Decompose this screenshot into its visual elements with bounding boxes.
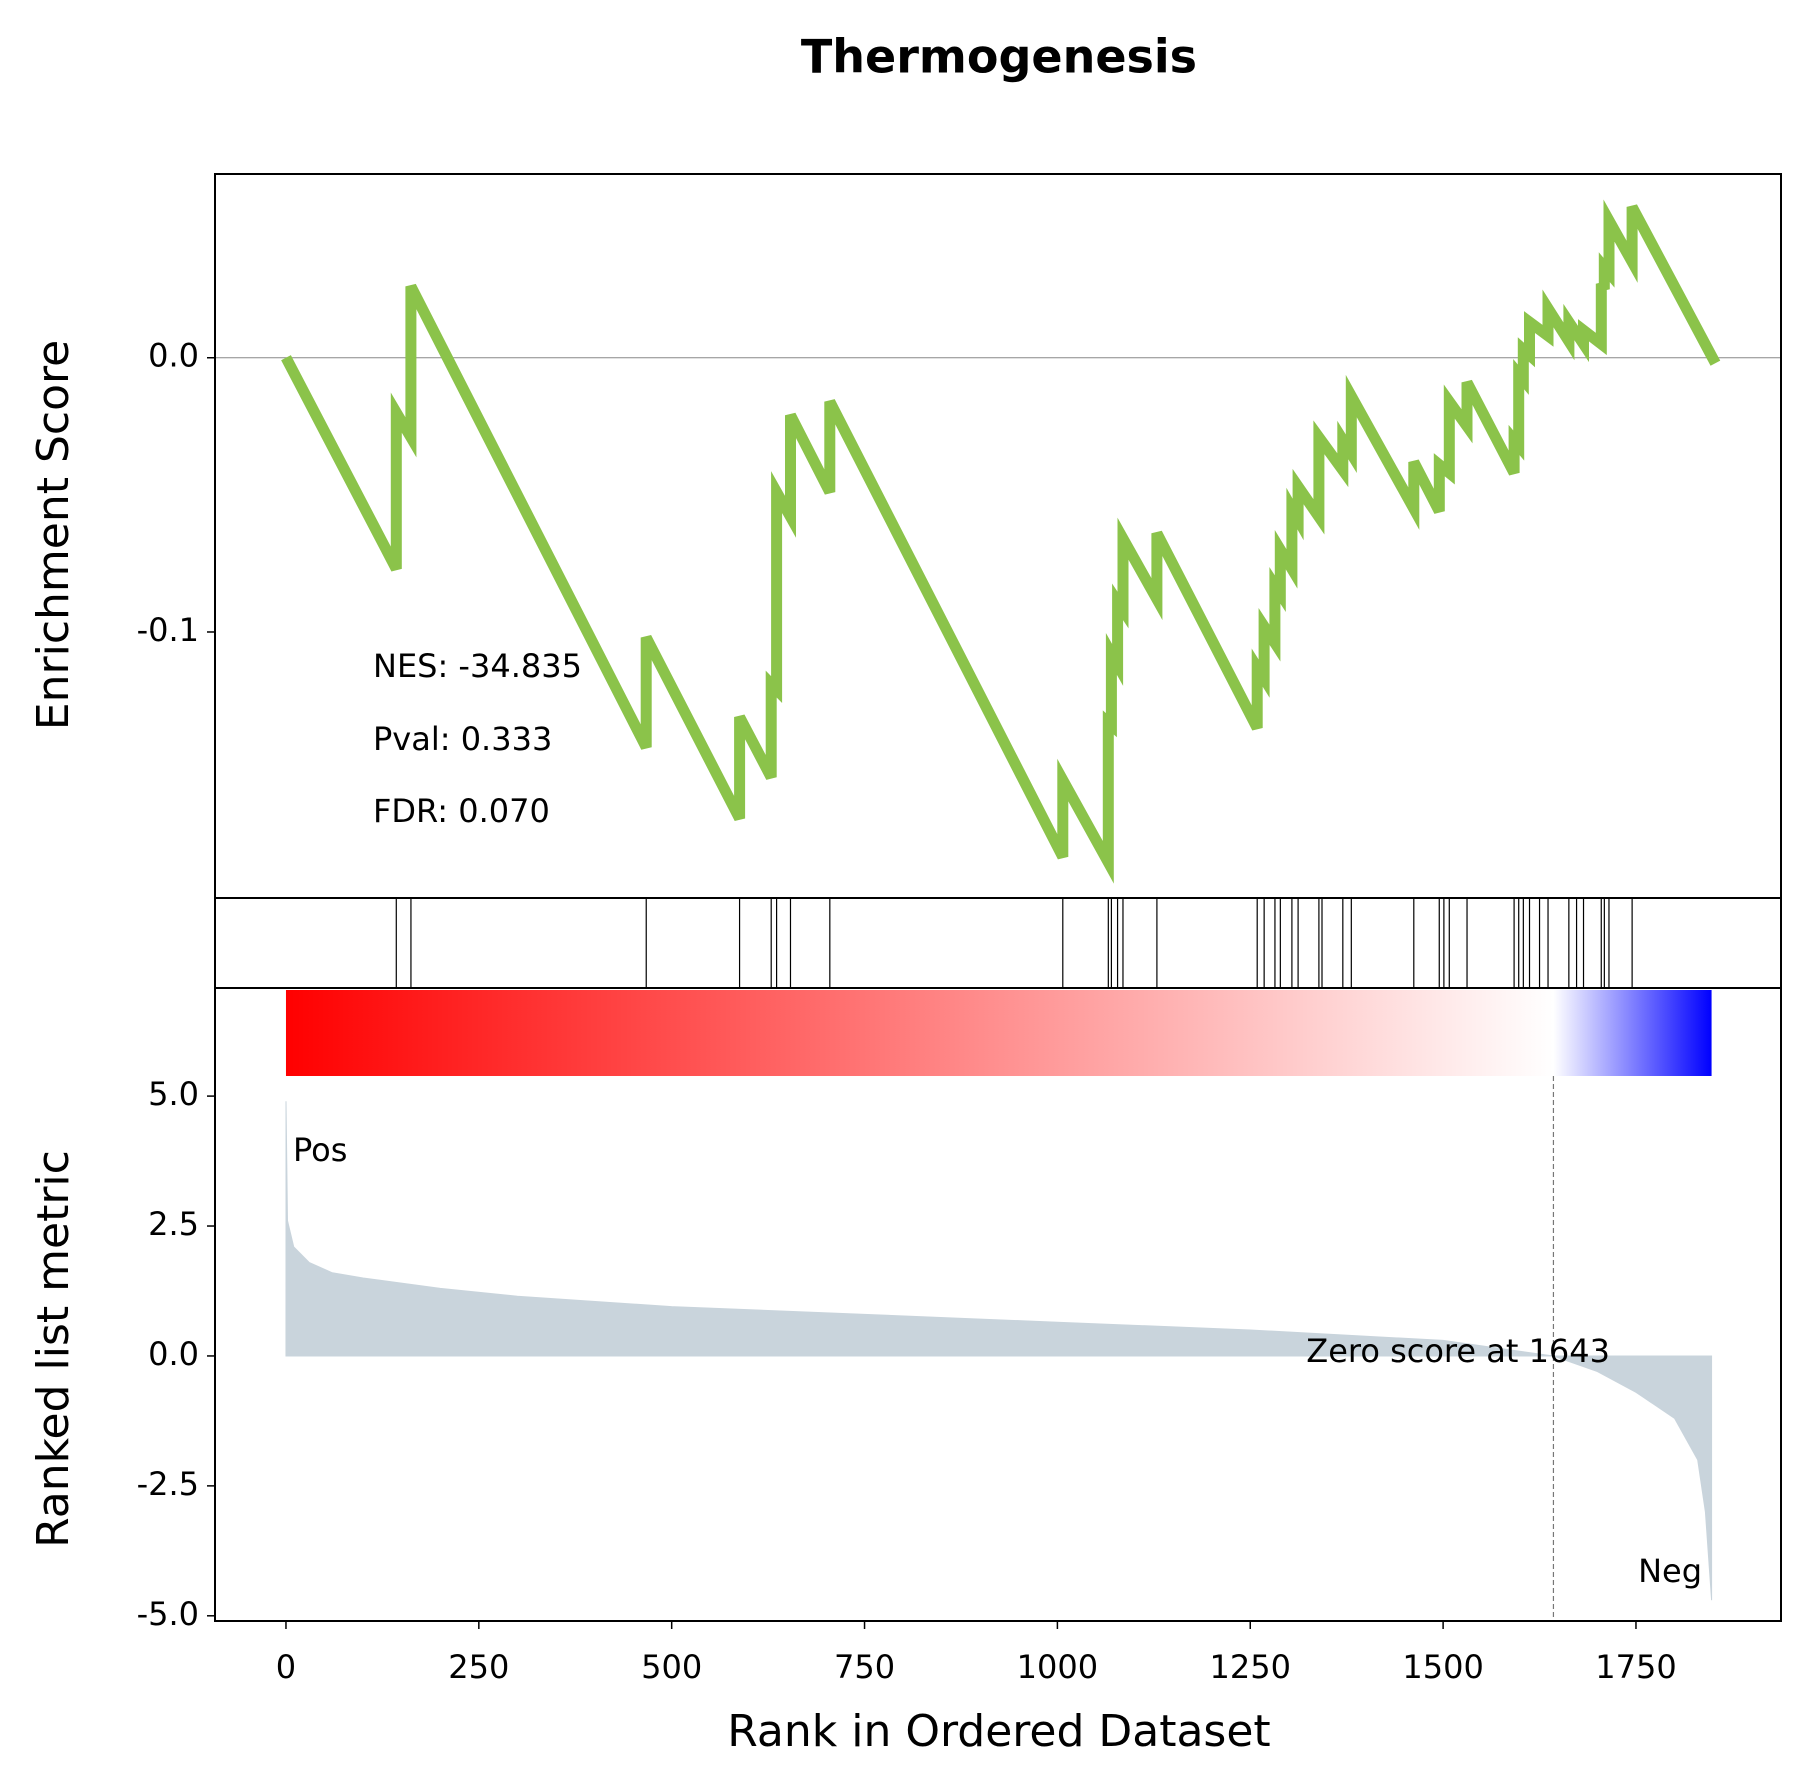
y-tick-label: 2.5 — [148, 1205, 199, 1243]
y-tick-label: -5.0 — [137, 1595, 199, 1633]
y-axis-label: Ranked list metric — [28, 1150, 79, 1548]
y-tick-label: 0.0 — [148, 1335, 199, 1373]
y-tick-label: 0.0 — [148, 337, 199, 375]
panel-frame — [214, 173, 1782, 899]
x-tick-label: 1000 — [1017, 1648, 1098, 1686]
stat-text: NES: -34.835 — [373, 647, 582, 685]
x-tick-label: 1500 — [1402, 1648, 1483, 1686]
panel-frame — [214, 987, 1782, 1622]
x-tick-label: 750 — [834, 1648, 895, 1686]
zero-score-label: Zero score at 1643 — [1306, 1332, 1610, 1370]
chart-title: Thermogenesis — [801, 30, 1197, 84]
y-axis-label: Enrichment Score — [28, 340, 79, 730]
pos-label: Pos — [293, 1131, 347, 1169]
x-tick-label: 500 — [641, 1648, 702, 1686]
x-tick-label: 1750 — [1595, 1648, 1676, 1686]
stat-text: Pval: 0.333 — [373, 720, 552, 758]
y-tick-label: -0.1 — [137, 611, 199, 649]
stat-text: FDR: 0.070 — [373, 792, 550, 830]
neg-label: Neg — [1638, 1552, 1702, 1590]
x-tick-label: 1250 — [1210, 1648, 1291, 1686]
x-axis-label: Rank in Ordered Dataset — [727, 1706, 1270, 1757]
x-tick-label: 0 — [276, 1648, 296, 1686]
y-tick-label: -2.5 — [137, 1465, 199, 1503]
x-tick-label: 250 — [448, 1648, 509, 1686]
y-tick-label: 5.0 — [148, 1075, 199, 1113]
panel-frame — [214, 897, 1782, 989]
metric-area — [285, 1101, 1713, 1601]
es-line — [281, 199, 1721, 884]
color-bar — [285, 990, 1712, 1076]
